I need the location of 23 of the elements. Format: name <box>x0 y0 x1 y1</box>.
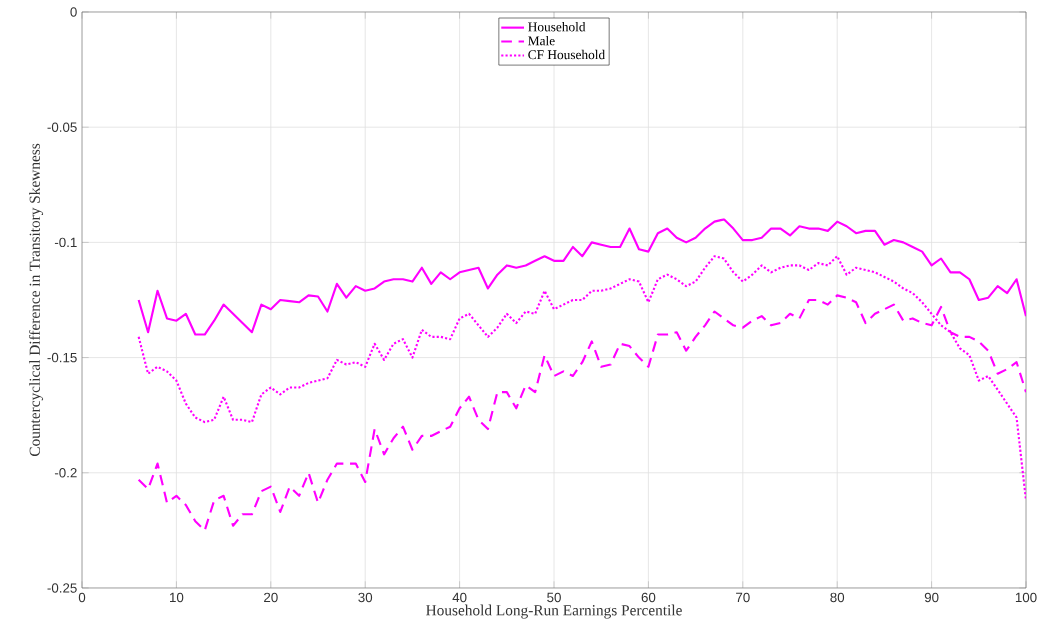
line-series <box>137 218 1027 336</box>
y-tick-label: -0.1 <box>54 237 77 248</box>
x-tick-label: 50 <box>547 592 561 603</box>
y-tick-label: -0.25 <box>47 583 77 593</box>
x-tick-label: 80 <box>830 592 845 603</box>
x-tick-label: 40 <box>452 592 467 603</box>
x-tick-label: 20 <box>264 592 278 603</box>
y-tick-label: -0.2 <box>54 468 77 478</box>
x-tick-label: 30 <box>358 592 373 603</box>
x-tick-label: 10 <box>170 592 184 603</box>
y-tick-label: 0 <box>70 7 77 17</box>
x-axis-title: Household Long-Run Earnings Percentile <box>426 604 682 619</box>
legend-label: Male <box>528 35 555 46</box>
legend-label: CF Household <box>528 49 605 60</box>
x-tick-label: 0 <box>78 592 86 603</box>
y-tick-label: -0.15 <box>47 352 77 363</box>
legend-label: Household <box>528 22 586 32</box>
x-tick-label: 70 <box>736 592 750 603</box>
y-tick-label: -0.05 <box>47 122 77 132</box>
y-axis-title: Countercyclical Difference in Transitory Skewness <box>28 143 44 457</box>
x-tick-label: 90 <box>924 592 939 603</box>
x-tick-label: 100 <box>1015 592 1037 603</box>
x-tick-label: 60 <box>641 592 656 603</box>
